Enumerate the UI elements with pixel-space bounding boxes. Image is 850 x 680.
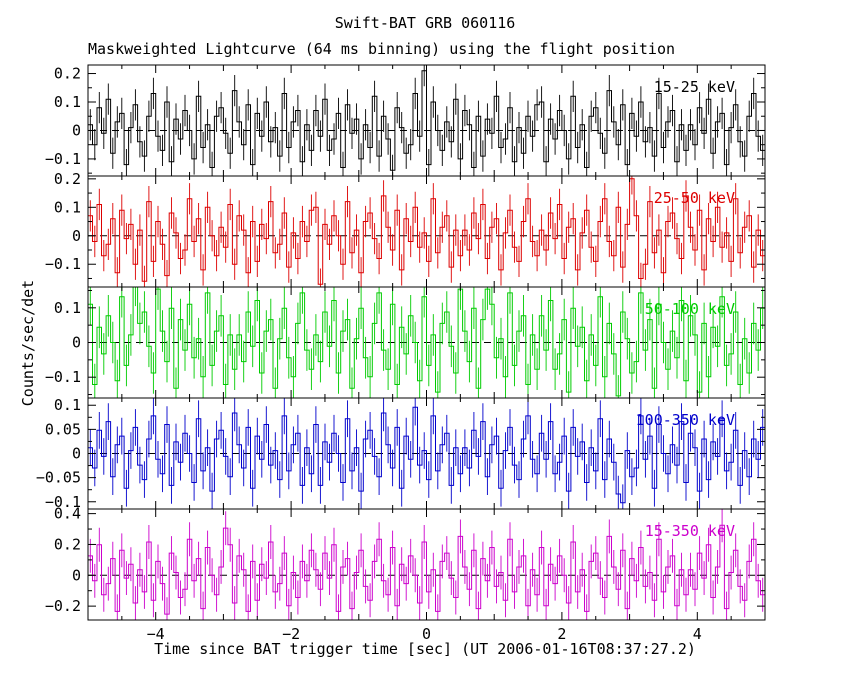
svg-text:0: 0 <box>72 227 81 245</box>
svg-text:0.2: 0.2 <box>54 535 81 553</box>
svg-text:100-350 keV: 100-350 keV <box>636 411 735 429</box>
svg-text:0: 0 <box>422 625 431 643</box>
svg-text:−0.2: −0.2 <box>45 597 81 615</box>
svg-text:−4: −4 <box>147 625 165 643</box>
svg-text:50-100 keV: 50-100 keV <box>645 300 735 318</box>
svg-text:0.1: 0.1 <box>54 93 81 111</box>
svg-text:2: 2 <box>557 625 566 643</box>
svg-text:0: 0 <box>72 121 81 139</box>
svg-text:−2: −2 <box>282 625 300 643</box>
svg-text:−0.05: −0.05 <box>36 469 81 487</box>
svg-text:−0.1: −0.1 <box>45 255 81 273</box>
svg-text:0: 0 <box>72 566 81 584</box>
svg-text:15-25 keV: 15-25 keV <box>654 78 735 96</box>
x-axis-label: Time since BAT trigger time [sec] (UT 20… <box>154 640 696 658</box>
svg-text:−0.1: −0.1 <box>45 368 81 386</box>
svg-text:0: 0 <box>72 334 81 352</box>
svg-text:0: 0 <box>72 445 81 463</box>
chart-subtitle: Maskweighted Lightcurve (64 ms binning) … <box>88 40 675 58</box>
svg-text:0.1: 0.1 <box>54 396 81 414</box>
svg-text:0.05: 0.05 <box>45 420 81 438</box>
chart-title: Swift-BAT GRB 060116 <box>334 14 516 32</box>
svg-text:−0.1: −0.1 <box>45 150 81 168</box>
svg-text:4: 4 <box>693 625 702 643</box>
svg-text:15-350 keV: 15-350 keV <box>645 522 735 540</box>
svg-text:0.2: 0.2 <box>54 65 81 83</box>
svg-text:0.1: 0.1 <box>54 198 81 216</box>
svg-text:25-50 keV: 25-50 keV <box>654 189 735 207</box>
svg-text:0.4: 0.4 <box>54 505 81 523</box>
svg-text:0.1: 0.1 <box>54 299 81 317</box>
svg-text:−0.1: −0.1 <box>45 493 81 511</box>
svg-text:0.2: 0.2 <box>54 170 81 188</box>
